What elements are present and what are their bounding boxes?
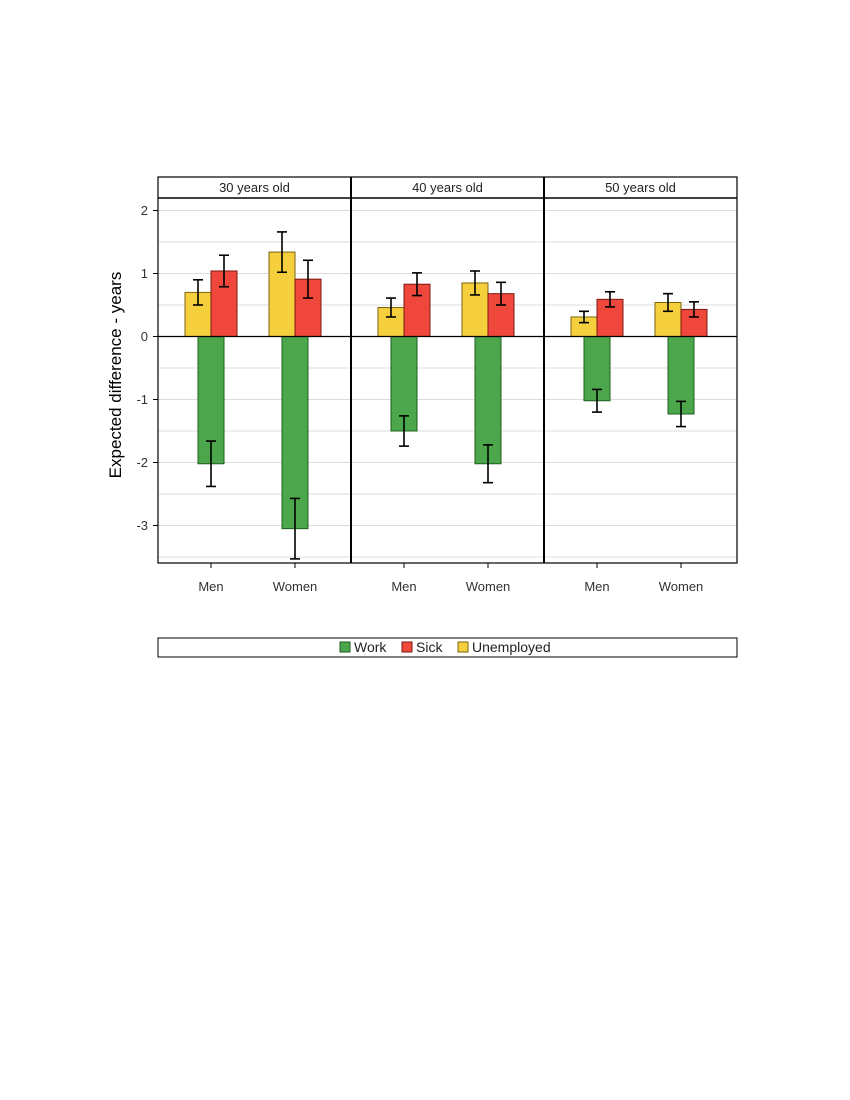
y-tick-label: -2 bbox=[136, 455, 148, 470]
panel-label: 30 years old bbox=[219, 180, 290, 195]
error-bar bbox=[470, 270, 480, 296]
error-bar bbox=[193, 278, 203, 306]
y-tick-label: 1 bbox=[141, 266, 148, 281]
panel-frames bbox=[153, 176, 738, 568]
error-bar bbox=[483, 444, 493, 484]
legend-swatch-work bbox=[339, 641, 351, 653]
plot-border bbox=[157, 176, 738, 564]
x-tick-label: Women bbox=[466, 579, 511, 594]
error-bar bbox=[663, 292, 673, 313]
y-axis-label: Expected difference - years bbox=[106, 272, 125, 479]
error-bar bbox=[689, 301, 699, 318]
error-bar bbox=[219, 254, 229, 288]
y-tick-label: -3 bbox=[136, 518, 148, 533]
error-bar bbox=[605, 290, 615, 308]
axis-labels: Men Women 30 years old Men Women 40 years old… bbox=[136, 180, 703, 594]
error-bar bbox=[579, 310, 589, 324]
error-bar bbox=[277, 231, 287, 274]
error-bar bbox=[386, 297, 396, 318]
x-tick-label: Women bbox=[659, 579, 704, 594]
x-tick-label: Men bbox=[198, 579, 223, 594]
panel-label: 40 years old bbox=[412, 180, 483, 195]
legend-swatch-sick bbox=[401, 641, 413, 653]
error-bar bbox=[496, 281, 506, 306]
y-tick-label: 2 bbox=[141, 203, 148, 218]
y-tick-label: -1 bbox=[136, 392, 148, 407]
legend-label-sick: Sick bbox=[416, 639, 443, 655]
gridlines bbox=[158, 210, 737, 558]
legend: Work Sick Unemployed bbox=[157, 637, 738, 658]
error-bar bbox=[412, 272, 422, 297]
panel-label: 50 years old bbox=[605, 180, 676, 195]
y-tick-label: 0 bbox=[141, 329, 148, 344]
error-bar bbox=[592, 388, 602, 413]
bar-work-women-panel2 bbox=[474, 336, 502, 465]
x-tick-label: Women bbox=[273, 579, 318, 594]
x-tick-label: Men bbox=[391, 579, 416, 594]
x-tick-label: Men bbox=[584, 579, 609, 594]
legend-label-work: Work bbox=[354, 639, 387, 655]
error-bar bbox=[676, 400, 686, 428]
bars bbox=[184, 231, 708, 560]
legend-box bbox=[157, 637, 738, 658]
legend-label-unemployed: Unemployed bbox=[472, 639, 551, 655]
error-bar bbox=[290, 497, 300, 560]
error-bar bbox=[206, 440, 216, 488]
error-bar bbox=[303, 259, 313, 299]
error-bar bbox=[399, 415, 409, 447]
legend-swatch-unemployed bbox=[457, 641, 469, 653]
